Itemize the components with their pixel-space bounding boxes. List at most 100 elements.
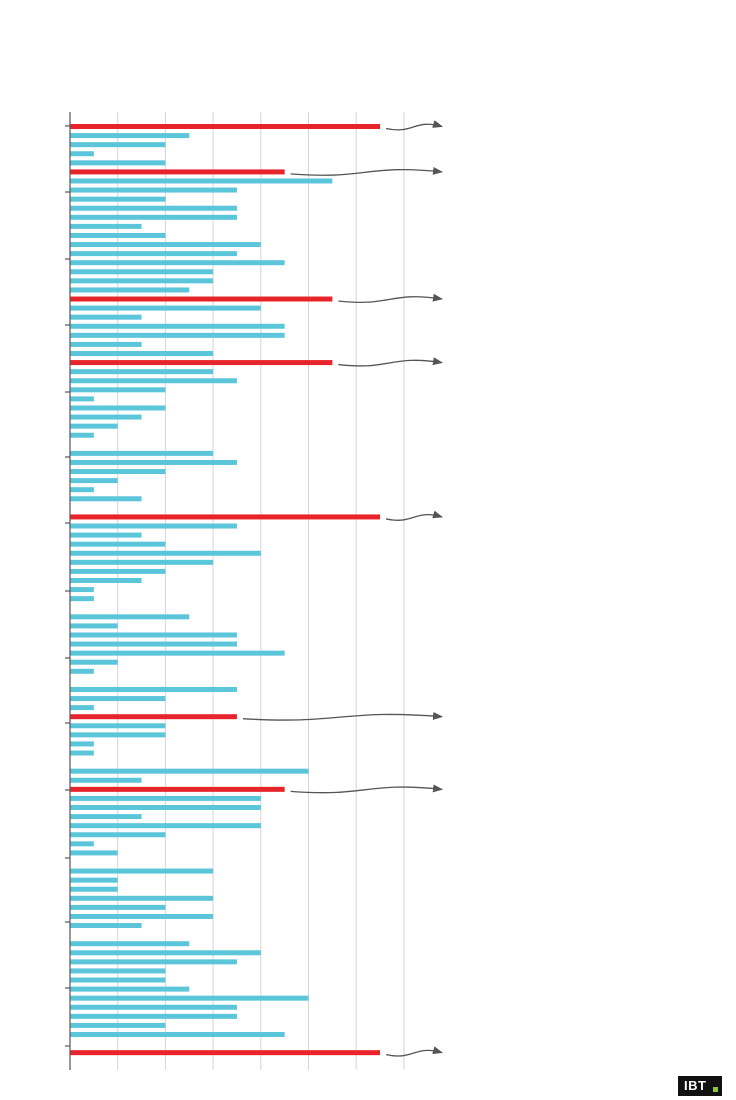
- y-axis: [65, 112, 71, 1070]
- annotation-arrow: [242, 711, 443, 721]
- bar: [70, 877, 118, 883]
- annotation-arrow: [290, 784, 443, 794]
- bar: [70, 260, 285, 266]
- bar: [70, 305, 261, 311]
- bar: [70, 650, 285, 656]
- bar: [70, 223, 142, 229]
- bar: [70, 641, 237, 647]
- bar: [70, 541, 166, 547]
- bar: [70, 251, 237, 257]
- bar: [70, 696, 166, 702]
- annotation-arrow: [385, 120, 443, 131]
- bar: [70, 378, 237, 384]
- bar: [70, 832, 166, 838]
- bar: [70, 596, 94, 602]
- bar: [70, 814, 142, 820]
- bar: [70, 723, 166, 729]
- bar: [70, 868, 214, 874]
- logo-accent: [713, 1087, 718, 1092]
- bar: [70, 995, 309, 1001]
- bar-highlighted: [70, 296, 333, 302]
- bar: [70, 459, 237, 465]
- bar: [70, 214, 237, 220]
- bar: [70, 568, 166, 574]
- bar-highlighted: [70, 1050, 381, 1056]
- bar: [70, 269, 214, 275]
- bar: [70, 369, 214, 375]
- bar: [70, 351, 214, 356]
- bar: [70, 950, 261, 956]
- bar: [70, 487, 94, 493]
- bar: [70, 668, 94, 674]
- logo-text: IBT: [684, 1078, 707, 1093]
- annotation-arrow: [338, 293, 443, 304]
- bar: [70, 205, 237, 211]
- bar: [70, 1022, 166, 1028]
- bar: [70, 187, 237, 193]
- bar: [70, 732, 166, 738]
- bar: [70, 469, 166, 475]
- bar: [70, 968, 166, 974]
- bar: [70, 841, 94, 847]
- bar: [70, 895, 214, 901]
- bar: [70, 750, 94, 756]
- annotation-arrow: [338, 357, 443, 367]
- bar: [70, 777, 142, 783]
- ibt-logo: IBT: [678, 1076, 722, 1096]
- bar: [70, 795, 261, 801]
- bar: [70, 405, 166, 411]
- bar: [70, 705, 94, 711]
- bar: [70, 196, 166, 202]
- bar: [70, 387, 166, 393]
- bar: [70, 178, 333, 184]
- bar: [70, 232, 166, 238]
- bar: [70, 578, 142, 583]
- bar: [70, 151, 94, 157]
- bar: [70, 341, 142, 347]
- bar: [70, 1032, 285, 1037]
- bar-highlighted: [70, 714, 237, 720]
- bar: [70, 160, 166, 166]
- bar: [70, 1004, 237, 1010]
- bar: [70, 623, 118, 629]
- bar: [70, 550, 261, 556]
- bar: [70, 768, 309, 774]
- bar: [70, 323, 285, 329]
- bar: [70, 287, 190, 293]
- bar: [70, 423, 118, 429]
- bar: [70, 432, 94, 438]
- bar-highlighted: [70, 514, 381, 520]
- bar: [70, 941, 190, 947]
- bar: [70, 986, 190, 992]
- bar: [70, 614, 190, 620]
- bar: [70, 332, 285, 338]
- bars: [70, 124, 381, 1056]
- bar-highlighted: [70, 124, 381, 129]
- bar: [70, 496, 142, 502]
- bar: [70, 659, 118, 665]
- bar: [70, 923, 142, 929]
- bar: [70, 396, 94, 402]
- bar: [70, 850, 118, 856]
- bar: [70, 242, 261, 248]
- bar: [70, 686, 237, 692]
- bar: [70, 886, 118, 892]
- annotation-arrow: [385, 510, 443, 521]
- bar-highlighted: [70, 360, 333, 366]
- bar: [70, 532, 142, 538]
- bar: [70, 450, 214, 456]
- bar: [70, 805, 261, 810]
- annotation-arrows: [242, 120, 443, 1057]
- bar-highlighted: [70, 786, 285, 792]
- bar: [70, 959, 237, 965]
- bar: [70, 133, 190, 139]
- bar: [70, 587, 94, 593]
- bar: [70, 142, 166, 148]
- bar: [70, 823, 261, 829]
- bar: [70, 559, 214, 565]
- bar: [70, 414, 142, 420]
- bar: [70, 1013, 237, 1019]
- bar: [70, 278, 214, 284]
- annotation-arrow: [385, 1046, 443, 1057]
